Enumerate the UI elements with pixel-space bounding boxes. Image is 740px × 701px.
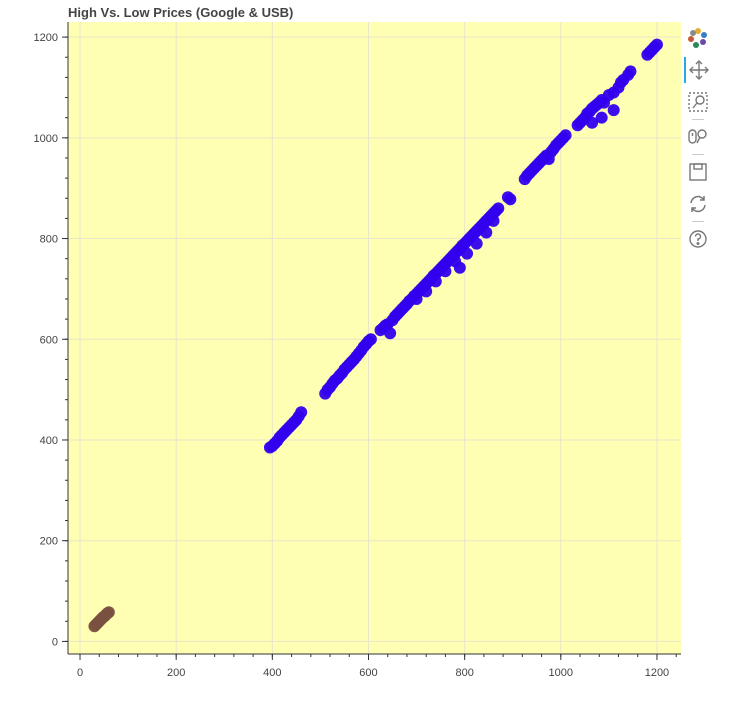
scatter-point-series-2: [102, 606, 115, 619]
data-points: [88, 38, 663, 633]
scatter-point-series-1: [487, 214, 500, 227]
reset-tool-icon[interactable]: [685, 191, 711, 217]
scatter-point-series-1: [504, 193, 517, 206]
wheel-zoom-tool-icon[interactable]: [685, 124, 711, 150]
scatter-point-series-1: [650, 38, 663, 51]
scatter-point-series-1: [439, 265, 452, 278]
x-tick-label: 600: [359, 667, 377, 679]
axes: 0 200 400 600 800 1000 1200 0 200 400 600 800 1000 12…: [34, 22, 681, 679]
x-tick-label: 200: [167, 667, 185, 679]
y-tick-label: 400: [40, 435, 58, 447]
bokeh-logo-icon[interactable]: [685, 25, 711, 51]
toolbar-divider: [692, 221, 704, 222]
y-tick-label: 800: [40, 234, 58, 246]
scatter-point-series-1: [429, 275, 442, 288]
scatter-point-series-1: [453, 261, 466, 274]
save-tool-icon[interactable]: [685, 159, 711, 185]
scatter-point-series-1: [492, 202, 505, 215]
scatter-point-series-1: [295, 406, 308, 419]
chart-title: High Vs. Low Prices (Google & USB): [68, 5, 293, 20]
toolbar-divider: [692, 154, 704, 155]
plot-toolbar: [680, 22, 716, 255]
scatter-point-series-1: [420, 285, 433, 298]
help-tool-icon[interactable]: [685, 226, 711, 252]
scatter-point-series-1: [461, 247, 474, 260]
y-tick-label: 600: [40, 334, 58, 346]
scatter-point-series-1: [384, 327, 397, 340]
y-tick-label: 1000: [34, 133, 58, 145]
x-tick-label: 400: [263, 667, 281, 679]
scatter-point-series-1: [480, 226, 493, 239]
x-tick-label: 0: [77, 667, 83, 679]
y-tick-label: 200: [40, 536, 58, 548]
scatter-point-series-1: [586, 116, 599, 129]
toolbar-divider: [692, 119, 704, 120]
scatter-point-series-1: [559, 129, 572, 142]
x-tick-label: 1200: [645, 667, 669, 679]
scatter-point-series-1: [624, 65, 637, 78]
y-tick-label: 0: [52, 636, 58, 648]
box-zoom-tool-icon[interactable]: [685, 89, 711, 115]
scatter-point-series-1: [607, 104, 620, 117]
pan-tool-icon[interactable]: [684, 57, 712, 83]
scatter-point-series-1: [364, 333, 377, 346]
scatter-point-series-1: [595, 111, 608, 124]
y-tick-label: 1200: [34, 32, 58, 44]
x-tick-label: 1000: [549, 667, 573, 679]
x-tick-label: 800: [455, 667, 473, 679]
scatter-point-series-1: [410, 292, 423, 305]
scatter-point-series-1: [470, 237, 483, 250]
